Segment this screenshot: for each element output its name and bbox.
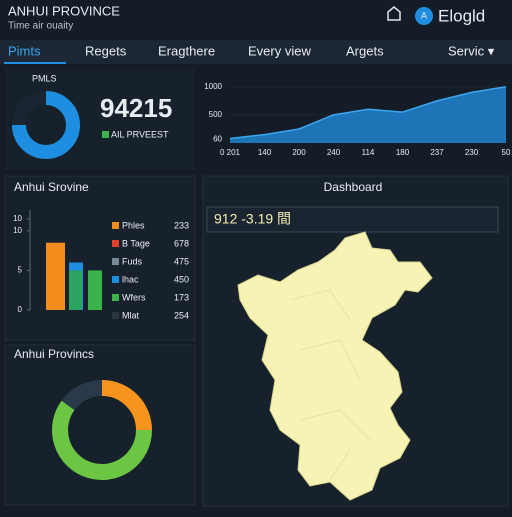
- donut-panel: [4, 344, 196, 506]
- legend-swatch: [112, 294, 119, 301]
- stat-box: [206, 206, 499, 233]
- brand-icon-text: A: [421, 10, 427, 20]
- map-region[interactable]: [237, 231, 433, 501]
- donut-segment: [61, 380, 103, 411]
- nav-item[interactable]: Argets: [346, 43, 384, 58]
- donut-segment: [101, 380, 152, 431]
- y-tick-label: 0: [18, 305, 23, 314]
- y-tick-label: 10: [13, 214, 22, 223]
- legend-value: 678: [174, 238, 189, 248]
- legend-value: 450: [174, 274, 189, 284]
- legend-label: lhac: [122, 274, 139, 284]
- legend-swatch: [112, 222, 119, 229]
- x-tick-label: 50: [502, 148, 511, 157]
- x-tick-label: 140: [258, 148, 272, 157]
- legend-label: Phles: [122, 220, 145, 230]
- header-subtitle: Time air ouaity: [8, 21, 73, 32]
- home-icon[interactable]: [387, 6, 401, 21]
- legend-value: 233: [174, 220, 189, 230]
- x-tick-label: 0 201: [220, 148, 241, 157]
- brand[interactable]: Elogld: [438, 6, 485, 25]
- x-tick-label: 240: [327, 148, 341, 157]
- kpi-label: PMLS: [32, 73, 57, 83]
- legend-value: 475: [174, 256, 189, 266]
- legend-label: B Tage: [122, 238, 150, 248]
- nav-item[interactable]: Every view: [248, 43, 311, 58]
- area-fill: [230, 86, 506, 143]
- nav-item[interactable]: Pimts: [8, 43, 41, 58]
- map-borders: [289, 289, 371, 481]
- bar-panel: [4, 175, 196, 341]
- nav-item[interactable]: Eragthere: [158, 43, 215, 58]
- legend-swatch: [112, 258, 119, 265]
- donut-segment: [52, 400, 152, 480]
- donut-title: Anhui Provincs: [14, 347, 94, 361]
- header-title: ANHUI PROVINCE: [8, 3, 120, 18]
- brand-icon: [415, 7, 433, 25]
- kpi-value: 94215: [100, 93, 172, 123]
- x-tick-label: 180: [396, 148, 410, 157]
- area-line: [229, 86, 507, 140]
- bar-title: Anhui Srovine: [14, 180, 89, 194]
- legend-label: Fuds: [122, 256, 143, 266]
- kpi-caption: AIL PRVEEST: [111, 129, 169, 139]
- bar: [69, 270, 82, 310]
- legend-value: 254: [174, 310, 189, 320]
- nav: Pimts Regets Eragthere Every view Argets Serv…: [8, 43, 495, 58]
- donut-segment: [12, 91, 80, 159]
- x-tick-label: 200: [292, 148, 306, 157]
- nav-bar: [0, 40, 512, 64]
- x-tick-label: 114: [362, 148, 375, 157]
- y-tick-label: 500: [209, 110, 223, 119]
- legend-label: Mlat: [122, 310, 140, 320]
- nav-item[interactable]: Servic ▾: [448, 43, 495, 58]
- stat-text: 912 -3.19 間: [214, 211, 291, 227]
- bar: [46, 242, 65, 310]
- x-tick-label: 230: [465, 148, 479, 157]
- donut-segment: [12, 91, 47, 126]
- bar: [88, 270, 102, 310]
- map-title: Dashboard: [324, 180, 383, 194]
- y-tick-label: 10: [13, 226, 22, 235]
- y-tick-label: 60: [213, 135, 222, 144]
- legend-swatch: [112, 240, 119, 247]
- legend-swatch: [112, 312, 119, 319]
- kpi-swatch: [102, 131, 109, 138]
- legend-swatch: [112, 276, 119, 283]
- legend-label: Wfers: [122, 292, 146, 302]
- y-tick-label: 1000: [204, 82, 222, 91]
- nav-item[interactable]: Regets: [85, 43, 127, 58]
- y-tick-label: 5: [18, 266, 23, 275]
- x-tick-label: 237: [430, 148, 444, 157]
- legend-value: 173: [174, 292, 189, 302]
